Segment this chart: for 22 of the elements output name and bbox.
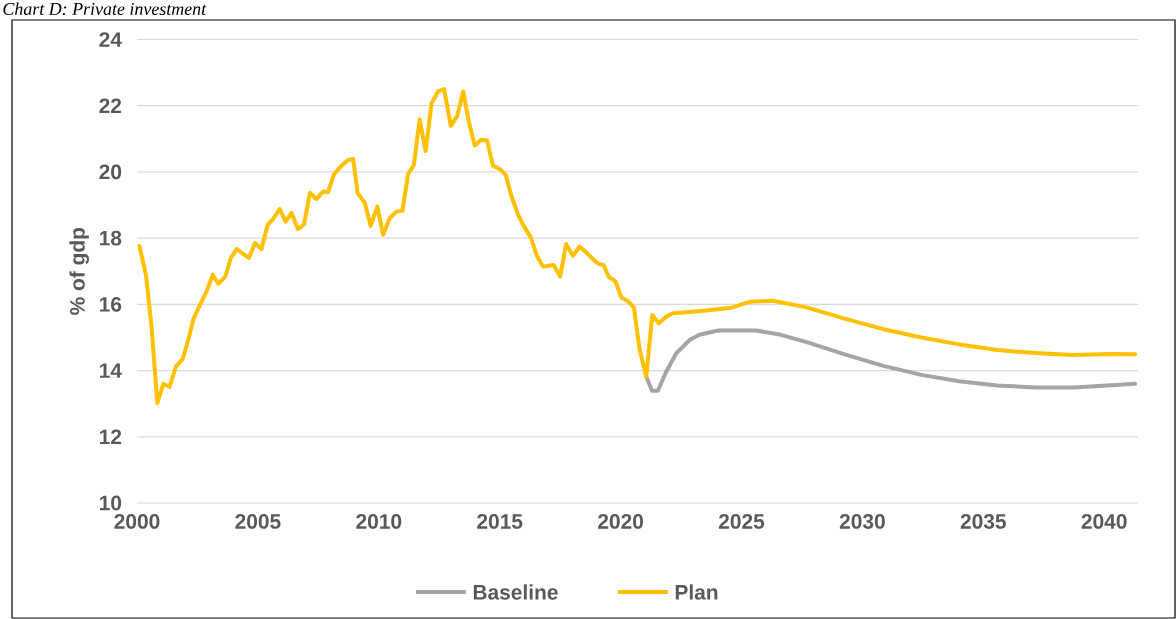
y-tick-label: 20 <box>99 164 122 180</box>
x-tick-label: 2010 <box>356 514 402 529</box>
y-axis-title: % of gdp <box>69 227 90 315</box>
chart-title: Chart D: Private investment <box>3 2 207 16</box>
y-tick-label: 22 <box>99 98 122 113</box>
legend-label: Plan <box>675 584 718 600</box>
y-tick-label: 16 <box>100 296 122 312</box>
y-tick-label: 14 <box>100 363 122 378</box>
y-tick-label: 24 <box>99 32 122 47</box>
y-tick-label: 18 <box>100 230 122 246</box>
line-series <box>137 87 1138 406</box>
x-tick-label: 2025 <box>718 514 765 529</box>
legend-label: Baseline <box>473 584 558 600</box>
x-tick-label: 2015 <box>477 514 523 529</box>
x-tick-label: 2040 <box>1081 514 1127 529</box>
x-tick-label: 2030 <box>839 514 885 529</box>
x-tick-label: 2005 <box>235 514 281 529</box>
x-tick-label: 2000 <box>114 514 160 529</box>
x-tick-label: 2035 <box>960 514 1006 529</box>
y-tick-label: 10 <box>100 495 122 511</box>
x-tick-label: 2020 <box>598 514 644 529</box>
y-tick-label: 12 <box>100 429 122 445</box>
